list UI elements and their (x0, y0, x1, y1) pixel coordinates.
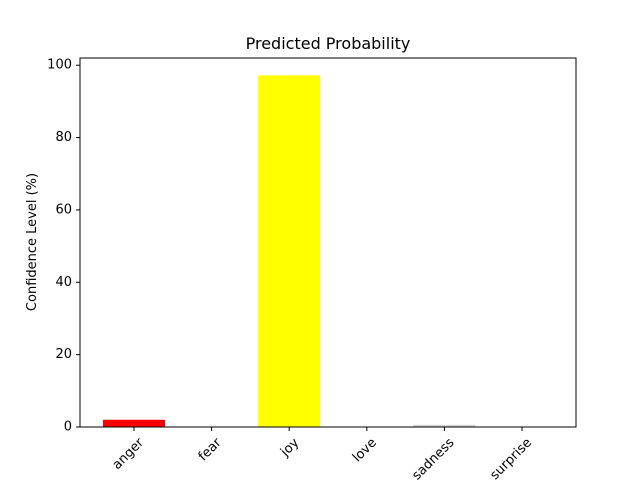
bar-anger (103, 420, 165, 427)
y-axis-label: Confidence Level (%) (25, 173, 40, 311)
y-tick-label-60: 60 (55, 202, 72, 217)
x-tick-label-love: love (350, 435, 380, 465)
bars-layer (103, 75, 553, 427)
x-tick-label-fear: fear (196, 435, 225, 464)
chart-title: Predicted Probability (246, 34, 411, 53)
x-tick-label-anger: anger (110, 435, 148, 473)
x-tick-label-surprise: surprise (487, 435, 535, 480)
y-tick-label-20: 20 (55, 347, 72, 362)
x-tick-label-sadness: sadness (410, 435, 458, 480)
y-tick-label-100: 100 (47, 58, 72, 73)
y-axis-ticks: 0 20 40 60 80 100 (47, 58, 80, 435)
bar-joy (258, 75, 320, 427)
x-tick-label-joy: joy (277, 435, 302, 460)
y-tick-label-80: 80 (55, 130, 72, 145)
x-axis-ticks: anger fear joy love sadness surprise (110, 427, 535, 480)
plot-frame (80, 58, 576, 427)
y-tick-label-0: 0 (64, 420, 72, 435)
y-tick-label-40: 40 (55, 275, 72, 290)
